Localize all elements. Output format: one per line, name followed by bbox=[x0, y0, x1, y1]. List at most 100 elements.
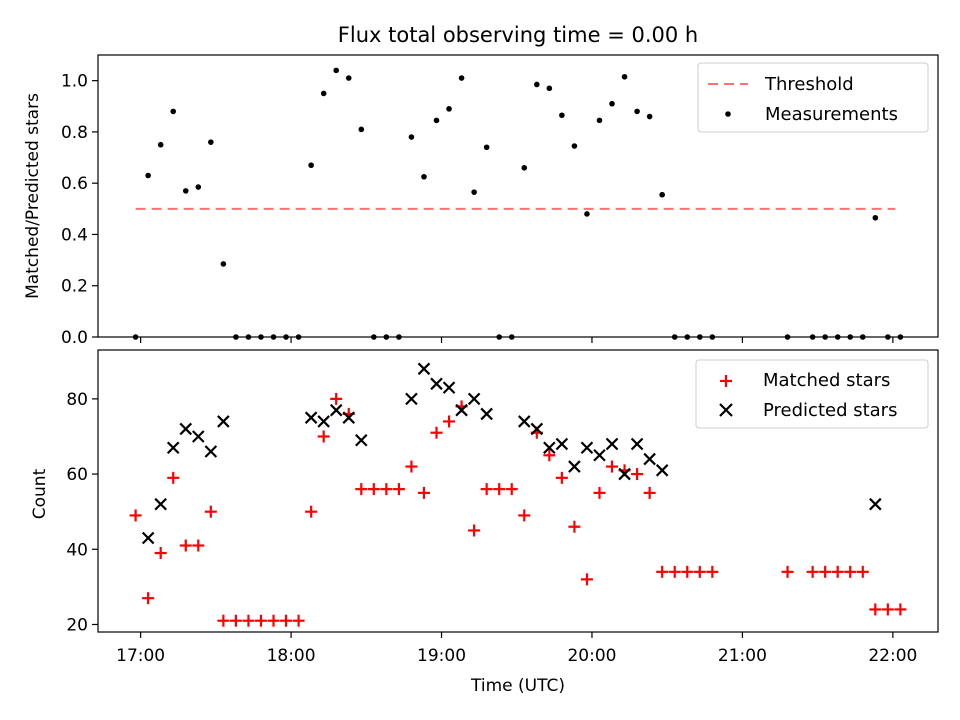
measurement-point bbox=[834, 334, 841, 340]
matched-star-point bbox=[568, 520, 581, 533]
matched-star-point bbox=[267, 614, 280, 627]
predicted-star-point bbox=[179, 422, 193, 436]
count-x-tick-label: 18:00 bbox=[267, 646, 316, 666]
matched-star-point bbox=[254, 614, 267, 627]
matched-star-point bbox=[443, 415, 456, 428]
predicted-star-point bbox=[166, 441, 180, 455]
count-y-axis-label: Count bbox=[30, 468, 50, 519]
ratio-y-tick-label: 0.6 bbox=[61, 174, 88, 194]
predicted-star-point bbox=[442, 381, 456, 394]
predicted-star-point bbox=[304, 411, 318, 424]
matched-star-point bbox=[217, 614, 230, 627]
measurement-point bbox=[885, 334, 891, 340]
legend-predicted-label: Predicted stars bbox=[763, 400, 897, 421]
measurement-point bbox=[195, 184, 202, 190]
measurement-point bbox=[897, 334, 904, 340]
predicted-star-point bbox=[655, 464, 669, 477]
measurement-point bbox=[483, 144, 490, 151]
matched-star-point bbox=[305, 505, 318, 518]
predicted-star-point bbox=[530, 422, 544, 436]
ratio-y-tick-label: 0.8 bbox=[61, 123, 88, 143]
measurement-point bbox=[408, 134, 415, 140]
measurement-point bbox=[859, 334, 866, 340]
measurement-point bbox=[809, 334, 816, 340]
matched-star-point bbox=[606, 460, 619, 473]
measurement-point bbox=[609, 100, 615, 107]
predicted-star-point bbox=[630, 437, 644, 451]
predicted-star-point bbox=[317, 415, 330, 428]
matched-star-point bbox=[518, 509, 531, 522]
matched-star-point bbox=[894, 603, 907, 616]
measurement-point bbox=[396, 334, 402, 340]
ratio-legend: Threshold Measurements bbox=[697, 62, 929, 133]
ratio-y-axis-label: Matched/Predicted stars bbox=[23, 93, 43, 299]
matched-star-point bbox=[844, 565, 857, 578]
measurement-point bbox=[659, 191, 665, 198]
count-y-ticks: 20 40 60 80 bbox=[66, 390, 98, 635]
predicted-stars-points bbox=[141, 362, 882, 545]
count-x-tick-label: 19:00 bbox=[417, 646, 466, 666]
predicted-star-point bbox=[580, 441, 594, 455]
measurement-point bbox=[521, 165, 528, 171]
count-legend: Matched stars Predicted stars bbox=[695, 359, 929, 429]
measurement-point bbox=[546, 85, 553, 92]
measurement-point bbox=[295, 334, 302, 340]
legend-matched-label: Matched stars bbox=[763, 370, 890, 391]
measurement-point bbox=[822, 334, 828, 340]
predicted-star-point bbox=[455, 403, 468, 417]
measurement-point bbox=[320, 90, 327, 97]
matched-star-point bbox=[380, 483, 393, 496]
measurement-point bbox=[446, 106, 452, 112]
count-panel-frame bbox=[97, 349, 939, 633]
matched-star-point bbox=[204, 505, 217, 518]
matched-star-point bbox=[317, 430, 330, 443]
matched-star-point bbox=[505, 483, 518, 496]
legend-measurements-label: Measurements bbox=[765, 104, 898, 125]
matched-star-point bbox=[543, 449, 556, 462]
x-axis-label: Time (UTC) bbox=[470, 676, 565, 696]
matched-star-point bbox=[179, 539, 192, 552]
measurement-point bbox=[145, 172, 151, 179]
measurement-point bbox=[270, 334, 277, 340]
matched-star-point bbox=[192, 539, 205, 552]
count-y-tick-label: 60 bbox=[66, 465, 88, 485]
measurement-point bbox=[709, 334, 716, 340]
matched-star-point bbox=[292, 614, 305, 627]
matched-star-point bbox=[142, 592, 155, 605]
measurement-point bbox=[258, 334, 264, 340]
matched-star-point bbox=[129, 509, 142, 522]
predicted-star-point bbox=[355, 433, 368, 447]
ratio-panel: 0.0 0.2 0.4 0.6 0.8 1.0 Matched/Predicted sta… bbox=[23, 54, 939, 348]
matched-star-point bbox=[831, 565, 844, 578]
measurement-point bbox=[671, 334, 678, 340]
matched-star-point bbox=[856, 565, 869, 578]
measurement-point bbox=[383, 334, 390, 340]
measurement-point bbox=[220, 261, 227, 267]
matched-star-point bbox=[881, 603, 894, 616]
matched-star-point bbox=[493, 483, 506, 496]
matched-star-point bbox=[869, 603, 882, 616]
matched-star-point bbox=[681, 565, 694, 578]
ratio-y-tick-label: 0.4 bbox=[61, 225, 88, 245]
predicted-star-point bbox=[141, 531, 155, 545]
measurement-point bbox=[358, 126, 365, 133]
measurement-point bbox=[621, 73, 628, 80]
measurement-point bbox=[596, 117, 603, 124]
predicted-star-point bbox=[593, 449, 606, 462]
matched-star-point bbox=[819, 565, 832, 578]
measurement-point bbox=[847, 334, 854, 340]
count-y-tick-label: 40 bbox=[66, 540, 88, 560]
count-x-ticks: 17:00 18:00 19:00 20:00 21:00 22:00 bbox=[116, 632, 917, 666]
count-legend-box bbox=[695, 359, 929, 429]
predicted-star-point bbox=[329, 403, 343, 417]
measurement-point bbox=[784, 334, 791, 340]
matched-star-point bbox=[355, 483, 368, 496]
count-x-tick-label: 21:00 bbox=[718, 646, 767, 666]
predicted-star-point bbox=[643, 452, 656, 466]
predicted-star-point bbox=[869, 497, 882, 511]
matched-star-point bbox=[693, 565, 706, 578]
measurement-point bbox=[634, 108, 640, 115]
matched-stars-points bbox=[129, 392, 907, 627]
